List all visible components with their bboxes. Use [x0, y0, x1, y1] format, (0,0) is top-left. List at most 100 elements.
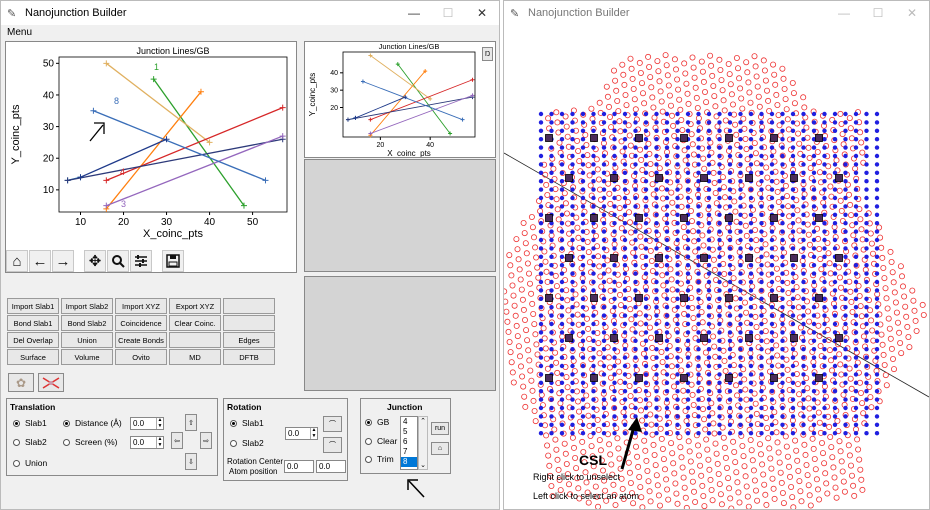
- screen-radio[interactable]: [63, 439, 70, 446]
- scroll-up-icon[interactable]: ⌃: [420, 418, 426, 425]
- spin-arrows-icon[interactable]: ▲ ▼: [310, 427, 317, 439]
- union-button[interactable]: Union: [61, 332, 113, 348]
- blank-button[interactable]: [169, 332, 221, 348]
- junction-action-button[interactable]: ⌂: [431, 442, 449, 455]
- list-item[interactable]: 7: [403, 447, 408, 456]
- edges-button[interactable]: Edges: [223, 332, 275, 348]
- dftb-button[interactable]: DFTB: [223, 349, 275, 365]
- translation-union-radio[interactable]: [13, 460, 20, 467]
- coincidence-site-marker: [770, 134, 778, 142]
- mini-plot-button[interactable]: Ŋ: [482, 47, 493, 61]
- series-line: [370, 94, 473, 134]
- maximize-icon[interactable]: ☐: [442, 6, 454, 20]
- scroll-down-icon[interactable]: ⌄: [420, 462, 426, 469]
- rotate-ccw-button[interactable]: ⌒: [323, 437, 342, 453]
- slab1-atom: [717, 170, 722, 175]
- slab1-atom: [622, 221, 628, 226]
- slab2-atom: [751, 140, 758, 147]
- slab1-atom: [832, 195, 838, 201]
- pan-icon[interactable]: ✥: [84, 250, 106, 272]
- minimize-icon[interactable]: —: [838, 6, 850, 20]
- slab1-atom: [832, 288, 838, 293]
- import-slab2-button[interactable]: Import Slab2: [61, 298, 113, 314]
- list-item[interactable]: 6: [403, 437, 408, 446]
- configure-icon[interactable]: [130, 250, 152, 272]
- translation-slab1-radio[interactable]: [13, 420, 20, 427]
- move-left-button[interactable]: ⇦: [171, 432, 183, 449]
- import-xyz-button[interactable]: Import XYZ: [115, 298, 167, 314]
- coincidence-site-marker: [725, 214, 733, 222]
- listbox-scrollbar[interactable]: ⌃ ⌄: [418, 416, 428, 470]
- import-slab1-button[interactable]: Import Slab1: [7, 298, 59, 314]
- slab1-atom: [811, 254, 817, 259]
- md-button[interactable]: MD: [169, 349, 221, 365]
- atom-canvas[interactable]: [504, 25, 929, 509]
- move-down-button[interactable]: ⇩: [185, 453, 197, 470]
- rotation-slab1-radio[interactable]: [230, 420, 237, 427]
- slab2-atom: [815, 409, 822, 416]
- rotation-slab2-radio[interactable]: [230, 440, 237, 447]
- junction-gb-radio[interactable]: [365, 419, 372, 426]
- list-item[interactable]: 4: [403, 417, 408, 426]
- translation-slab2-label: Slab2: [25, 437, 47, 447]
- slab1-atom: [622, 254, 628, 259]
- rotation-spinbox[interactable]: 0.0 ▲ ▼: [285, 427, 318, 440]
- move-right-button[interactable]: ⇨: [200, 432, 212, 449]
- forward-arrow-icon[interactable]: →: [52, 250, 74, 272]
- slab1-atom: [769, 389, 775, 394]
- ovito-button[interactable]: Ovito: [115, 349, 167, 365]
- bond-slab1-button[interactable]: Bond Slab1: [7, 315, 59, 331]
- slab1-atom: [790, 162, 796, 167]
- translation-slab2-radio[interactable]: [13, 439, 20, 446]
- delete-atoms-icon[interactable]: [38, 373, 64, 392]
- slab2-atom: [810, 195, 817, 202]
- clear-coinc-button[interactable]: Clear Coinc.: [169, 315, 221, 331]
- run-button[interactable]: run: [431, 422, 449, 435]
- atoms-icon[interactable]: ✿: [8, 373, 34, 392]
- menu-item[interactable]: Menu: [1, 25, 499, 41]
- del-overlap-button[interactable]: Del Overlap: [7, 332, 59, 348]
- back-arrow-icon[interactable]: ←: [29, 250, 51, 272]
- slab1-atom: [874, 221, 880, 226]
- junction-listbox[interactable]: 4 5 6 7 8: [400, 416, 418, 470]
- spin-arrows-icon[interactable]: ▲ ▼: [156, 417, 163, 429]
- spin-arrows-icon[interactable]: ▲ ▼: [156, 436, 163, 448]
- close-icon[interactable]: ✕: [906, 6, 918, 20]
- zoom-icon[interactable]: [107, 250, 129, 272]
- blank-button[interactable]: [223, 315, 275, 331]
- close-icon[interactable]: ✕: [476, 6, 488, 20]
- rotate-cw-button[interactable]: ⌒: [323, 416, 342, 432]
- junction-clear-radio[interactable]: [365, 438, 372, 445]
- list-item[interactable]: 5: [403, 427, 408, 436]
- screen-spinbox[interactable]: 0.0 ▲ ▼: [130, 436, 164, 449]
- volume-button[interactable]: Volume: [61, 349, 113, 365]
- move-up-button[interactable]: ⇧: [185, 414, 197, 431]
- bond-slab2-button[interactable]: Bond Slab2: [61, 315, 113, 331]
- slab1-atom: [790, 405, 796, 411]
- slab1-atom: [559, 162, 565, 167]
- slab2-atom: [658, 435, 665, 442]
- slab2-atom: [656, 78, 663, 85]
- list-item-selected[interactable]: 8: [401, 457, 417, 467]
- slab1-atom: [748, 212, 754, 217]
- slab2-atom: [527, 367, 534, 374]
- minimize-icon[interactable]: —: [408, 6, 420, 20]
- distance-spinbox[interactable]: 0.0 ▲ ▼: [130, 417, 164, 430]
- coincidence-button[interactable]: Coincidence: [115, 315, 167, 331]
- save-icon[interactable]: [162, 250, 184, 272]
- rotation-center-x[interactable]: 0.0: [284, 460, 314, 473]
- coincidence-site-marker: [680, 214, 688, 222]
- home-icon[interactable]: ⌂: [6, 250, 28, 272]
- create-bonds-button[interactable]: Create Bonds: [115, 332, 167, 348]
- surface-button[interactable]: Surface: [7, 349, 59, 365]
- maximize-icon[interactable]: ☐: [872, 6, 884, 20]
- junction-trim-radio[interactable]: [365, 456, 372, 463]
- rotation-center-y[interactable]: 0.0: [316, 460, 346, 473]
- distance-radio[interactable]: [63, 420, 70, 427]
- slab2-atom: [806, 241, 813, 248]
- blank-button[interactable]: [223, 298, 275, 314]
- export-xyz-button[interactable]: Export XYZ: [169, 298, 221, 314]
- slab1-atom: [580, 279, 586, 285]
